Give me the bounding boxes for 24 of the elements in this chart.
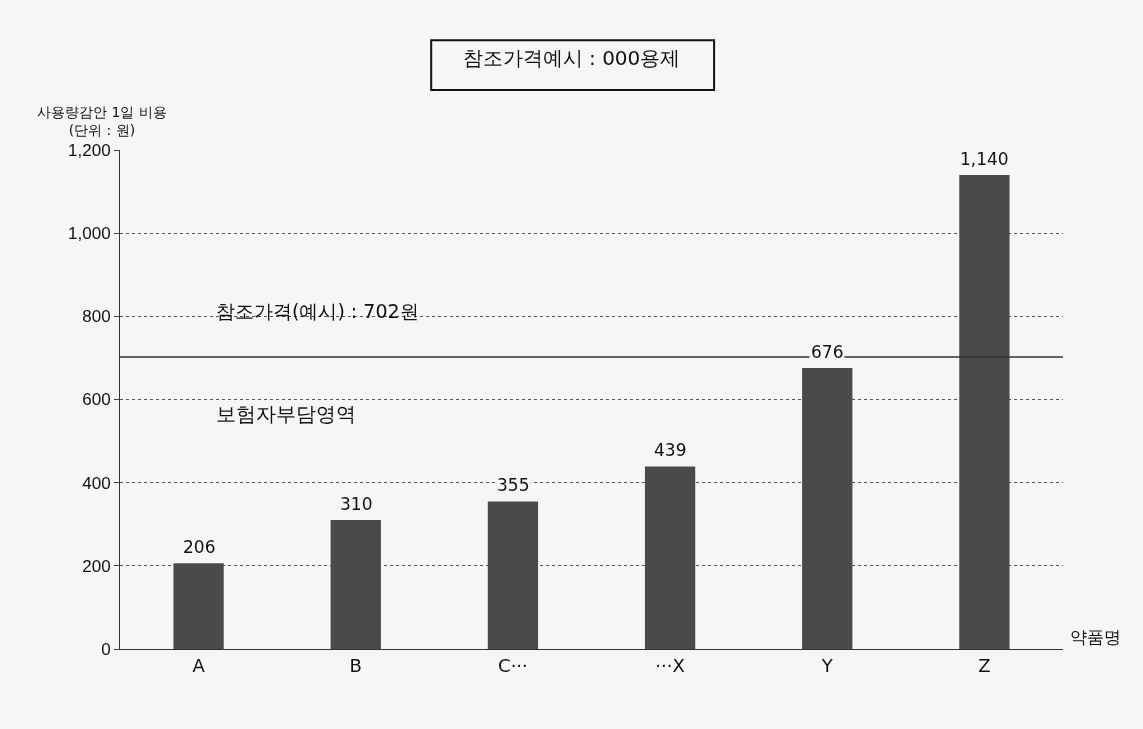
y-tick-label: 800 (82, 307, 111, 327)
y-tick-label: 200 (82, 556, 111, 576)
data-label: 676 (811, 342, 844, 362)
chart-title: 참조가격예시 : 000용제 (462, 46, 681, 71)
x-tick-label: A (192, 654, 206, 676)
x-tick-label: C··· (498, 654, 528, 676)
y-tick-label: 1,000 (68, 224, 111, 244)
x-tick-label: B (349, 654, 362, 676)
data-label: 1,140 (960, 149, 1009, 169)
x-tick-label: Y (820, 654, 834, 676)
x-tick-label: Z (978, 654, 991, 676)
y-tick-label: 400 (82, 473, 111, 493)
x-axis-title: 약품명 (1070, 627, 1121, 647)
annotation: 보험자부담영역 (216, 402, 356, 426)
y-tick-label: 0 (101, 639, 111, 659)
y-tick-label: 1,200 (68, 140, 111, 160)
y-axis-title: 사용량감안 1일 비용 (단위 : 원) (37, 104, 167, 139)
x-tick-label: ···X (655, 654, 685, 676)
data-label: 439 (654, 440, 687, 460)
y-tick-label: 600 (82, 390, 111, 410)
data-label: 206 (183, 537, 216, 557)
ref-line-label: 참조가격(예시) : 702원 (216, 300, 419, 322)
data-label: 310 (340, 494, 373, 514)
data-label: 355 (497, 475, 530, 495)
